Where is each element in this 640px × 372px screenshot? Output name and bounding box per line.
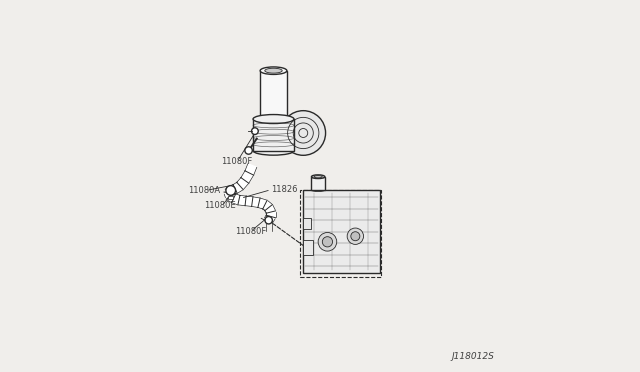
Polygon shape	[241, 170, 253, 183]
Polygon shape	[224, 191, 235, 198]
Polygon shape	[264, 205, 275, 214]
Bar	[300, 190, 381, 277]
Bar	[303, 240, 312, 255]
Text: J118012S: J118012S	[452, 352, 495, 361]
Polygon shape	[232, 194, 241, 205]
Circle shape	[281, 111, 326, 155]
Polygon shape	[245, 164, 257, 175]
Circle shape	[265, 217, 273, 224]
Ellipse shape	[260, 67, 287, 74]
Polygon shape	[238, 195, 246, 206]
Bar	[303, 218, 310, 229]
Circle shape	[245, 147, 252, 154]
Circle shape	[351, 232, 360, 241]
Text: 11080E: 11080E	[204, 201, 236, 210]
Circle shape	[347, 228, 364, 244]
Polygon shape	[233, 182, 243, 193]
Bar	[253, 119, 294, 151]
Bar	[303, 190, 380, 273]
Circle shape	[318, 232, 337, 251]
Ellipse shape	[260, 119, 287, 126]
Ellipse shape	[314, 176, 322, 178]
Polygon shape	[225, 187, 234, 196]
Polygon shape	[236, 177, 248, 189]
Ellipse shape	[312, 175, 325, 179]
Bar	[228, 196, 233, 199]
Ellipse shape	[253, 146, 294, 155]
Circle shape	[252, 128, 259, 135]
Circle shape	[226, 186, 236, 195]
Ellipse shape	[253, 115, 294, 124]
Text: 11080A: 11080A	[188, 186, 220, 195]
Polygon shape	[227, 192, 236, 202]
Polygon shape	[245, 196, 253, 206]
Bar	[312, 177, 325, 190]
Polygon shape	[264, 214, 275, 223]
Ellipse shape	[312, 188, 325, 192]
Text: 11080F: 11080F	[235, 227, 266, 236]
Polygon shape	[257, 198, 266, 209]
Text: 11826: 11826	[271, 185, 298, 194]
Circle shape	[323, 237, 333, 247]
Bar	[260, 71, 287, 123]
Polygon shape	[262, 201, 272, 211]
Polygon shape	[252, 197, 260, 208]
Polygon shape	[229, 185, 237, 195]
Ellipse shape	[265, 68, 282, 73]
Text: 11080F: 11080F	[221, 157, 253, 166]
Polygon shape	[266, 212, 276, 217]
